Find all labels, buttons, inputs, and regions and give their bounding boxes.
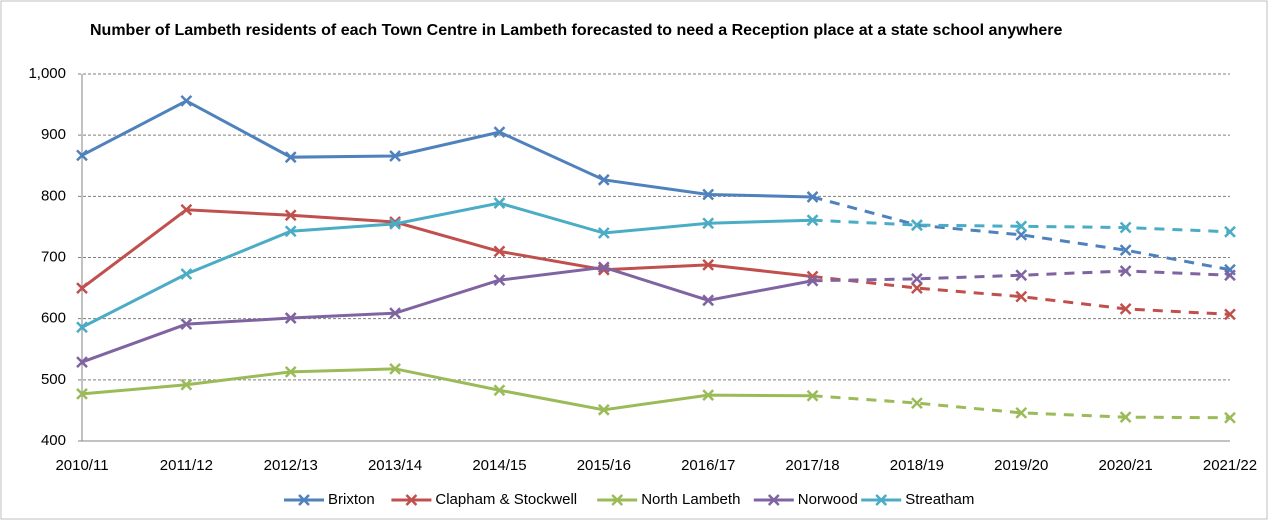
point-marker — [389, 217, 401, 230]
point-marker — [76, 388, 88, 400]
x-tick-label: 2011/12 — [160, 457, 213, 474]
point-marker — [1015, 290, 1028, 303]
forecast-line — [812, 269, 1231, 283]
point-marker — [76, 356, 88, 368]
point-marker — [911, 273, 923, 285]
legend-marker — [767, 494, 780, 506]
point-marker — [180, 95, 193, 107]
point-marker — [702, 389, 715, 402]
x-tick-label: 2012/13 — [264, 457, 318, 474]
chart-title: Number of Lambeth residents of each Town… — [90, 22, 1063, 39]
point-marker — [389, 362, 401, 375]
point-marker — [702, 217, 715, 230]
x-tick-label: 2013/14 — [368, 457, 422, 474]
legend-label: Brixton — [328, 491, 375, 508]
series-line — [81, 208, 813, 290]
point-marker — [1224, 411, 1236, 424]
point-marker — [806, 274, 819, 287]
point-marker — [284, 312, 297, 324]
forecast-line — [812, 274, 1231, 316]
point-marker — [1224, 308, 1236, 321]
point-marker — [806, 389, 819, 402]
y-tick-label: 1,000 — [28, 65, 66, 82]
x-tick-label: 2020/21 — [1099, 457, 1153, 474]
x-tick-label: 2010/11 — [55, 457, 108, 474]
point-marker — [284, 365, 297, 378]
point-marker — [389, 150, 401, 162]
legend-marker — [875, 494, 888, 506]
point-marker — [1119, 244, 1132, 257]
series-line — [81, 201, 813, 329]
point-marker — [702, 188, 715, 201]
point-marker — [597, 261, 610, 274]
point-marker — [284, 225, 297, 238]
point-marker — [1224, 225, 1236, 238]
forecast-line — [812, 394, 1231, 420]
point-marker — [806, 191, 819, 203]
forecast-line — [812, 195, 1231, 272]
legend-label: North Lambeth — [641, 491, 740, 508]
point-marker — [180, 378, 193, 391]
point-marker — [597, 403, 610, 416]
point-marker — [493, 274, 506, 287]
point-marker — [1015, 228, 1028, 241]
point-marker — [180, 268, 193, 280]
point-marker — [1119, 221, 1132, 234]
point-marker — [911, 282, 923, 294]
point-marker — [911, 397, 923, 409]
point-marker — [597, 227, 610, 239]
point-marker — [1015, 406, 1028, 419]
point-marker — [284, 151, 297, 164]
point-marker — [180, 203, 193, 216]
point-marker — [180, 318, 193, 331]
y-tick-label: 900 — [41, 126, 66, 143]
point-marker — [493, 384, 506, 397]
legend-label: Norwood — [798, 491, 858, 508]
point-marker — [76, 321, 88, 334]
legend-label: Clapham & Stockwell — [435, 491, 577, 508]
point-marker — [1015, 269, 1028, 282]
x-tick-label: 2017/18 — [785, 457, 839, 474]
point-marker — [493, 245, 506, 258]
point-marker — [284, 209, 297, 222]
x-tick-label: 2014/15 — [472, 457, 526, 474]
x-tick-label: 2015/16 — [577, 457, 631, 474]
y-tick-label: 800 — [41, 187, 66, 204]
series-line — [81, 265, 813, 364]
legend-marker — [298, 494, 310, 506]
point-marker — [76, 282, 88, 294]
point-marker — [493, 126, 506, 138]
series-line — [81, 99, 813, 199]
point-marker — [1119, 302, 1132, 315]
point-marker — [1119, 265, 1132, 277]
x-tick-label: 2019/20 — [994, 457, 1048, 474]
y-tick-label: 600 — [41, 310, 66, 327]
x-tick-label: 2018/19 — [890, 457, 944, 474]
legend-label: Streatham — [905, 491, 974, 508]
point-marker — [597, 173, 610, 186]
legend-marker — [611, 494, 624, 506]
point-marker — [806, 214, 819, 227]
point-marker — [493, 197, 506, 209]
point-marker — [1224, 269, 1236, 282]
point-marker — [389, 307, 401, 320]
legend-marker — [405, 494, 418, 506]
x-tick-label: 2021/22 — [1203, 457, 1257, 474]
point-marker — [1119, 411, 1132, 424]
x-tick-label: 2016/17 — [681, 457, 735, 474]
point-marker — [911, 219, 923, 231]
y-tick-label: 400 — [41, 432, 66, 449]
point-marker — [702, 294, 715, 307]
point-marker — [1015, 220, 1028, 233]
point-marker — [702, 258, 715, 271]
series-line — [81, 367, 813, 412]
y-tick-label: 700 — [41, 248, 66, 265]
forecast-line — [812, 218, 1231, 234]
y-tick-label: 500 — [41, 371, 66, 388]
point-marker — [76, 149, 88, 162]
